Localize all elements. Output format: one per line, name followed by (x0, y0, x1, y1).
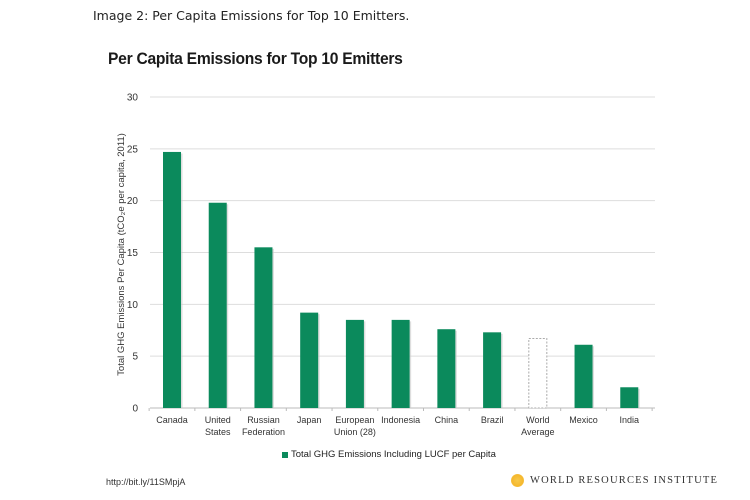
y-axis-label: Total GHG Emissions Per Capita (tCO₂e pe… (116, 133, 127, 376)
x-category-label: Canada (156, 415, 188, 425)
y-tick-label: 30 (127, 93, 139, 104)
source-link[interactable]: http://bit.ly/11SMpjA (106, 477, 186, 487)
y-tick-label: 5 (132, 352, 138, 363)
x-category-label: Indonesia (381, 415, 420, 425)
bar-india (620, 387, 639, 408)
bar-european-union28 (345, 319, 364, 408)
publisher-name: WORLD RESOURCES INSTITUTE (530, 475, 719, 486)
legend-label: Total GHG Emissions Including LUCF per C… (291, 449, 496, 460)
bar-brazil (483, 332, 502, 408)
x-category-label: Brazil (481, 415, 504, 425)
legend: Total GHG Emissions Including LUCF per C… (282, 449, 496, 460)
x-category-label: Russian (247, 415, 280, 425)
bar-russian-federation (254, 247, 273, 408)
bar-united-states (208, 202, 227, 408)
x-category-label: Mexico (569, 415, 598, 425)
bar-canada (163, 151, 181, 408)
x-category-label: China (435, 415, 459, 425)
chart-title: Per Capita Emissions for Top 10 Emitters (108, 49, 403, 68)
bar-mexico (574, 344, 593, 408)
x-category-label: Federation (242, 427, 285, 437)
image-caption: Image 2: Per Capita Emissions for Top 10… (93, 8, 410, 23)
bar-china (437, 329, 456, 408)
x-category-label: States (205, 427, 231, 437)
x-category-label: India (620, 415, 640, 425)
y-tick-label: 20 (127, 196, 139, 207)
y-tick-label: 10 (127, 300, 139, 311)
x-category-label: United (205, 415, 231, 425)
y-tick-label: 25 (127, 144, 139, 155)
x-category-label: World (526, 415, 549, 425)
x-category-label: European (335, 415, 374, 425)
legend-swatch (282, 451, 288, 458)
x-category-label: Union (28) (334, 427, 376, 437)
publisher-logo: WORLD RESOURCES INSTITUTE (511, 474, 718, 487)
x-category-label: Average (521, 427, 554, 437)
bar-japan (300, 312, 319, 408)
bar-world-average (528, 338, 548, 409)
sun-logo-icon (511, 474, 524, 487)
y-tick-label: 15 (127, 248, 139, 259)
x-category-label: Japan (297, 415, 322, 425)
bar-indonesia (391, 319, 410, 408)
y-tick-label: 0 (132, 404, 138, 415)
